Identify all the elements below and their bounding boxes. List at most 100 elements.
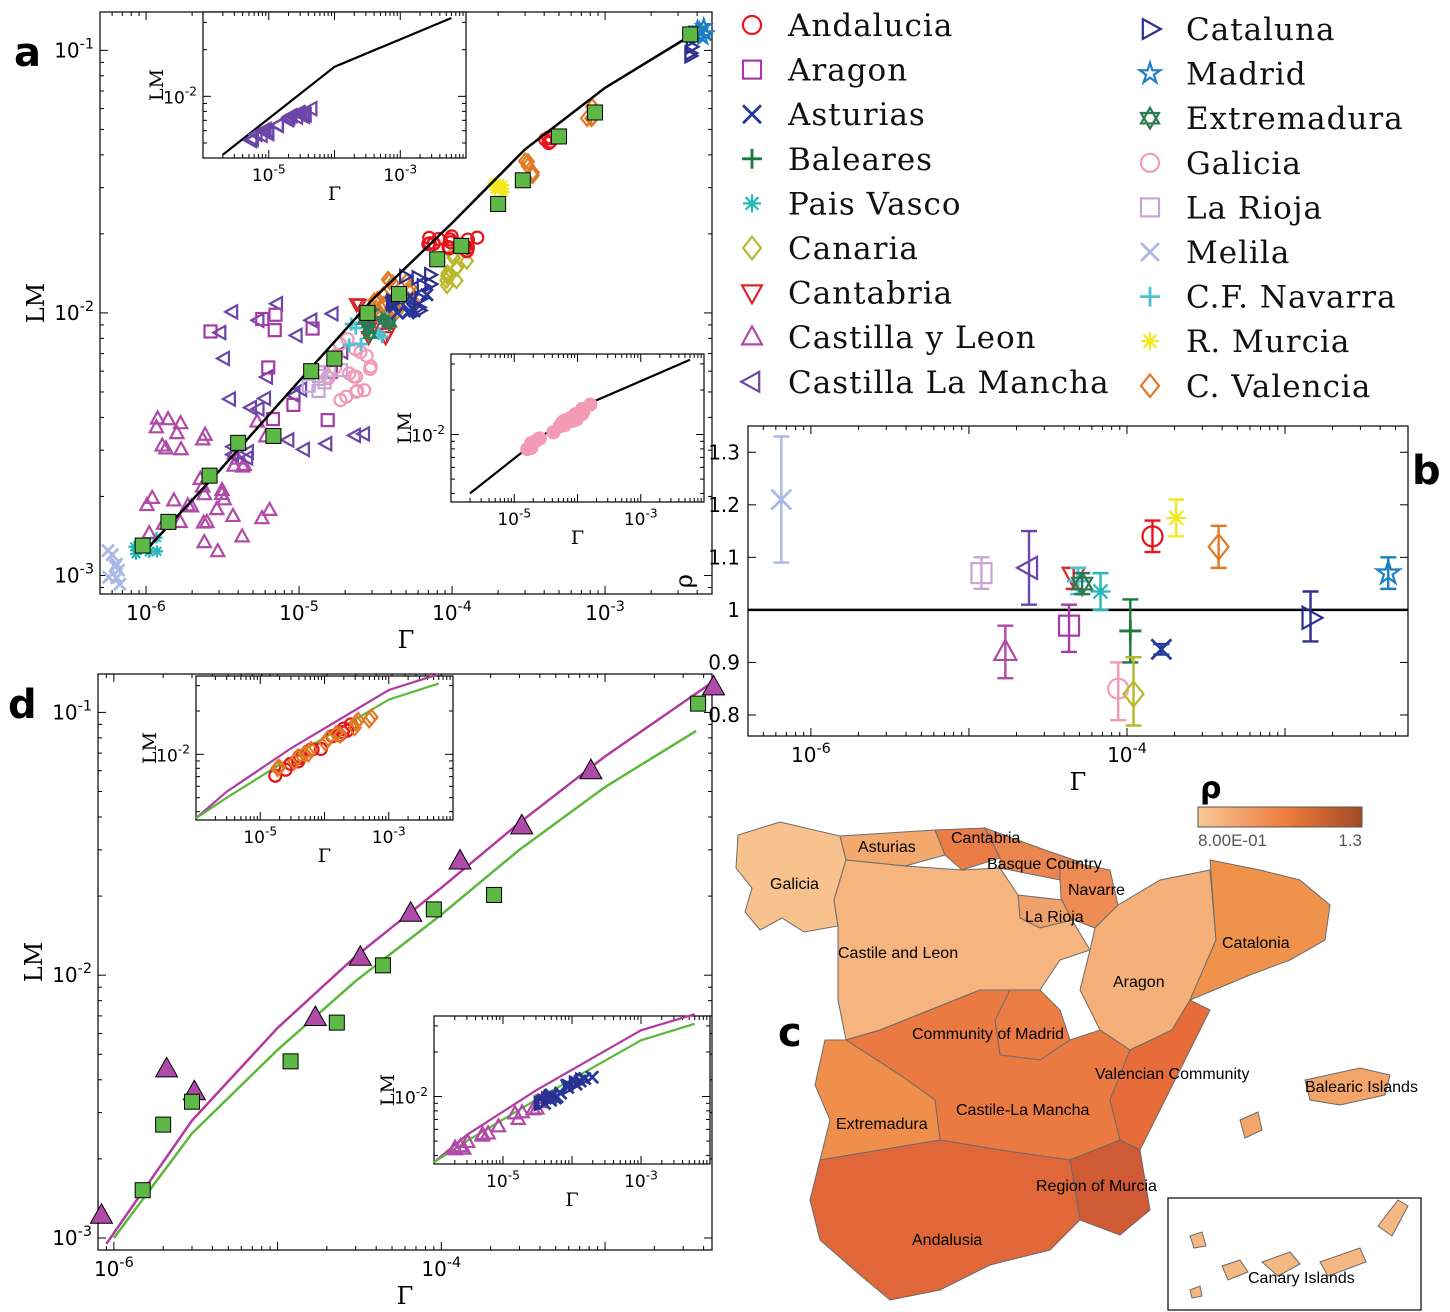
a-xtick-exp: -4: [458, 599, 472, 615]
legend-marker-valencia: [1139, 372, 1161, 399]
a-inset-xtick-label: 10-5: [252, 162, 286, 186]
d-inset-point: [569, 1074, 585, 1092]
a-inset-point: [566, 412, 581, 427]
map-label-basque: Basque Country: [987, 856, 1102, 873]
a-inset-ytick-label: 10-2: [163, 85, 197, 109]
a-point-castillalamancha: [294, 440, 310, 458]
a-point-navarra: [342, 338, 356, 352]
a-inset-point: [279, 110, 295, 128]
d-inset-ytick-exp: -2: [416, 1085, 428, 1099]
d-triangle: [154, 1056, 179, 1078]
a-inset-xtick-base: 10: [624, 510, 646, 530]
a-point-castillaleon: [198, 512, 216, 529]
d-triangle: [398, 900, 423, 922]
a-inset-xtick-base: 10: [497, 510, 519, 530]
d-inset-point: [320, 729, 336, 748]
a-point-melila: [109, 570, 124, 585]
legend-label-galicia: Galicia: [1186, 146, 1302, 182]
map-label-cantabria: Cantabria: [951, 830, 1020, 847]
b-point-castillalamancha: [1014, 555, 1039, 581]
panel-label-d: d: [8, 682, 37, 728]
colorbar-title: ρ: [1200, 771, 1221, 806]
a-ytick-label: 10-3: [54, 561, 94, 587]
a-point-castillaleon: [153, 436, 171, 452]
a-inset-point: [554, 417, 570, 433]
a-binned-square: [587, 104, 604, 121]
a-point-cataluna: [424, 266, 440, 284]
a-xtick-base: 10: [432, 601, 457, 625]
d-inset-point: [537, 1092, 553, 1110]
d-square: [486, 886, 503, 903]
region-asturias: [839, 829, 946, 867]
a-ytick-exp: -1: [80, 36, 94, 52]
d-ytick-label: 10-2: [52, 961, 92, 987]
map-label-castile-leon: Castile and Leon: [838, 945, 958, 962]
a-xtick-exp: -5: [305, 599, 319, 615]
b-ytick-label: 0.8: [708, 703, 740, 727]
a-inset-xtick-exp: -5: [519, 506, 531, 520]
a-point-cataluna: [685, 38, 701, 56]
d-triangle: [303, 1005, 328, 1027]
b-point-murcia: [1166, 507, 1187, 528]
a-point-paisvasco: [150, 545, 163, 558]
b-ytick-label: 0.9: [708, 650, 740, 674]
a-inset-ylabel: LM: [146, 69, 168, 101]
a-point-castillaleon: [195, 484, 213, 501]
d-inset-xlabel: Γ: [318, 845, 331, 867]
b-point-castillaleon: [992, 637, 1019, 662]
b-errorbar-valencia: [1210, 524, 1227, 570]
a-point-cataluna: [684, 47, 700, 65]
d-green-line: [112, 729, 697, 1239]
a-point-castillaleon: [233, 527, 251, 543]
d-inset-ylabel: LM: [139, 732, 161, 764]
d-inset-ytick-label: 10-2: [394, 1085, 428, 1109]
a-point-castillalamancha: [267, 295, 284, 313]
d-inset-xtick-exp: -3: [646, 1168, 658, 1182]
a-point-castillalamancha: [241, 399, 258, 417]
a-xtick-label: 10-5: [279, 599, 319, 625]
d-inset-xtick-base: 10: [624, 1172, 646, 1192]
a-binned-square: [303, 363, 320, 380]
d-inset-point: [303, 740, 319, 759]
legend-marker-murcia: [1141, 332, 1159, 351]
b-ytick-label: 1.1: [708, 545, 740, 569]
d-triangle: [579, 758, 603, 780]
a-point-canaria: [449, 271, 464, 290]
a-binned-square: [160, 513, 177, 530]
a-ytick-base: 10: [54, 563, 79, 587]
a-inset-xtick-base: 10: [383, 166, 405, 186]
d-inset-ytick-exp: -2: [178, 743, 190, 757]
legend-marker-canaria: [741, 234, 763, 262]
a-point-extremadura-b: [382, 318, 398, 332]
legend-marker-castillaleon: [740, 324, 764, 346]
a-point-extremadura: [362, 325, 378, 344]
a-point-canaria: [446, 248, 462, 268]
a-point-aragon: [261, 360, 276, 375]
a-point-castillalamancha: [279, 431, 295, 449]
d-inset-xtick-base: 10: [243, 828, 265, 848]
legend-label-castillaleon: Castilla y Leon: [788, 320, 1037, 356]
region-catalonia: [1189, 859, 1331, 1001]
b-errorbar-canaria: [1125, 655, 1142, 727]
d-square: [155, 1116, 172, 1133]
legend-marker-extremadura-b: [1139, 111, 1161, 131]
a-point-aragon: [320, 413, 335, 428]
a-point-castillalamancha: [211, 324, 227, 342]
legend-marker-navarra: [1140, 286, 1160, 307]
map-label-madrid: Community of Madrid: [912, 1026, 1064, 1043]
d-ytick-exp: -2: [78, 961, 92, 977]
region-andalusia: [809, 1139, 1081, 1301]
a-point-aragon: [286, 397, 301, 412]
b-errorbar-castillaleon: [997, 624, 1014, 680]
a-point-castillaleon: [234, 457, 252, 473]
a-inset-xlabel: Γ: [328, 183, 341, 205]
a-point-castillalamancha: [214, 349, 231, 367]
a-point-andalucia: [422, 236, 437, 251]
a-point-castillalamancha: [255, 389, 272, 407]
legend-label-aragon: Aragon: [787, 53, 908, 89]
a-point-aragon: [268, 307, 283, 322]
d-ytick-label: 10-3: [52, 1224, 92, 1250]
map-label-asturias: Asturias: [858, 839, 916, 856]
